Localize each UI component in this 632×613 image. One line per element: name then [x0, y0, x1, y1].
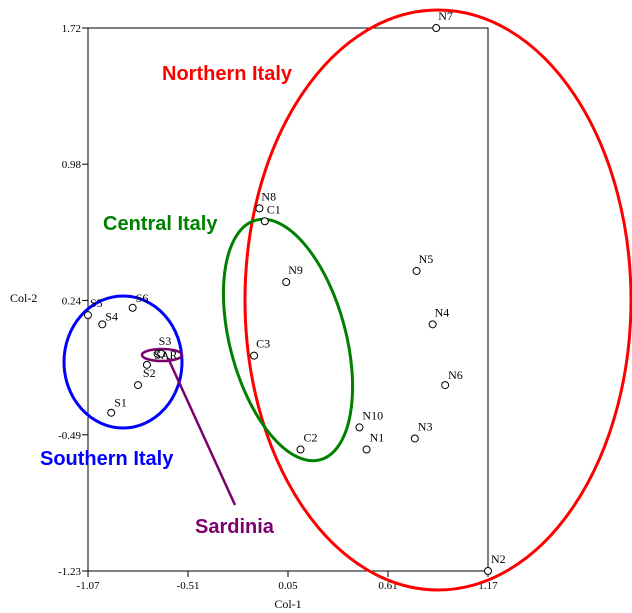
y-tick-label: 0.98 — [62, 159, 82, 171]
x-tick-label: -0.51 — [177, 580, 200, 592]
x-tick-label: -1.07 — [77, 580, 100, 592]
point-label-s4: S4 — [105, 309, 118, 323]
point-n9 — [282, 278, 291, 287]
point-n7 — [432, 24, 441, 32]
point-label-n10: N10 — [362, 408, 383, 422]
y-tick-label: -1.23 — [58, 566, 81, 578]
point-sar — [157, 349, 166, 358]
point-label-s1: S1 — [114, 396, 127, 410]
point-label-n6: N6 — [448, 368, 463, 382]
sardinia-label: Sardinia — [195, 516, 275, 538]
point-label-n5: N5 — [419, 252, 434, 266]
point-n3 — [410, 434, 419, 443]
point-label-n4: N4 — [435, 305, 450, 319]
point-label-c3: C3 — [256, 337, 270, 351]
x-tick-label: 0.05 — [278, 580, 298, 592]
point-s6 — [128, 303, 137, 312]
y-axis-title: Col-2 — [10, 291, 37, 305]
point-c3 — [250, 351, 259, 360]
point-n5 — [412, 266, 421, 275]
point-label-n9: N9 — [288, 263, 303, 277]
point-c1 — [260, 217, 269, 226]
sardinia-pointer-line — [166, 357, 237, 506]
point-label-s3: S3 — [159, 334, 172, 348]
point-n10 — [355, 423, 364, 432]
point-n2 — [484, 567, 492, 575]
point-n8 — [255, 204, 264, 213]
y-axis-ticks: -1.23 -0.49 0.24 0.98 1.72 — [58, 23, 88, 578]
point-label-s5: S5 — [90, 296, 103, 310]
y-tick-label: 1.72 — [62, 23, 81, 35]
y-tick-label: 0.24 — [62, 295, 82, 307]
point-label-s6: S6 — [136, 291, 149, 305]
point-c2 — [296, 445, 305, 454]
point-s1 — [107, 408, 116, 417]
sardinia-ellipse — [140, 347, 184, 363]
southern-italy-label: Southern Italy — [40, 448, 174, 470]
point-s4 — [98, 320, 107, 329]
central-italy-label: Central Italy — [103, 213, 218, 235]
y-tick-label: -0.49 — [58, 430, 81, 442]
point-label-n7: N7 — [438, 9, 453, 23]
northern-italy-ellipse — [243, 8, 632, 592]
point-label-n1: N1 — [370, 431, 385, 445]
point-label-n3: N3 — [418, 419, 433, 433]
x-axis-title: Col-1 — [274, 597, 301, 611]
point-s5 — [84, 311, 92, 320]
point-n6 — [441, 381, 450, 390]
point-label-c1: C1 — [267, 202, 281, 216]
point-s2 — [142, 360, 151, 369]
point-label-sar: SAR — [154, 348, 177, 362]
central-italy-ellipse — [221, 217, 355, 463]
point-label-c2: C2 — [304, 431, 318, 445]
point-n1 — [362, 445, 371, 454]
point-label-n2: N2 — [491, 552, 506, 566]
northern-italy-label: Northern Italy — [162, 63, 293, 85]
point-label-n8: N8 — [261, 189, 276, 203]
point-label-s2: S2 — [143, 366, 156, 380]
point — [134, 381, 142, 390]
point-n4 — [428, 320, 437, 329]
southern-italy-ellipse — [62, 294, 184, 430]
